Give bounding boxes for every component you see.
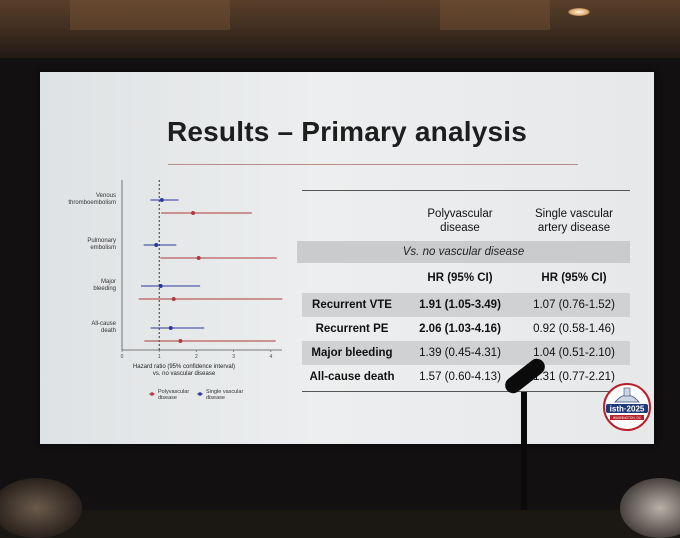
table-top-rule [302,190,630,191]
hr-point [159,198,164,202]
slide-title: Results – Primary analysis [166,116,528,147]
hr-point [178,339,183,343]
header-polyvascular-line1: Polyvascular [427,208,493,220]
header-polyvascular: Polyvascular disease [402,207,518,235]
metric-single: HR (95% CI) [541,272,607,284]
hr-point [191,211,196,215]
ceiling [0,0,680,58]
hr-point [168,326,173,330]
x-tick-label: 1 [158,354,161,360]
row-single-value: 1.07 (0.76-1.52) [533,299,615,311]
x-tick-label: 4 [269,354,272,360]
microphone-stand [521,392,527,510]
hr-point [196,256,201,260]
legend-label: disease [158,395,177,401]
table-header-row: Polyvascular disease Single vascular art… [302,201,630,241]
subheader-row: Vs. no vascular disease [297,241,630,263]
legend-label: Single vascular [206,389,243,395]
outcome-label: All-cause [91,321,116,327]
row-label: Recurrent VTE [312,299,392,311]
outcome-label: embolism [90,245,116,251]
hr-point [154,243,159,247]
table-row: Recurrent VTE 1.91 (1.05-3.49) 1.07 (0.7… [302,293,630,317]
hr-point [158,284,163,288]
logo-banner: WASHINGTON, DC [613,416,642,420]
legend-label: disease [206,395,225,401]
header-polyvascular-line2: disease [440,222,480,234]
subheader-text: Vs. no vascular disease [402,246,525,258]
outcome-label: Major [101,279,116,285]
x-axis-label: Hazard ratio (95% confidence interval) [133,364,235,370]
row-label: Major bleeding [311,347,393,359]
table-bottom-rule [302,391,630,392]
results-table: Polyvascular disease Single vascular art… [297,190,630,392]
title-divider [168,164,578,165]
metric-poly: HR (95% CI) [427,272,493,284]
x-axis-label: vs. no vascular disease [153,371,216,377]
row-label: Recurrent PE [315,323,389,335]
legend-label: Polyvascular [158,389,189,395]
ceiling-light [568,8,590,16]
ceiling-panel [70,0,230,30]
row-single-value: 1.31 (0.77-2.21) [533,371,615,383]
audience-head [0,478,82,538]
table-row: Major bleeding 1.39 (0.45-4.31) 1.04 (0.… [302,341,630,365]
row-poly-value: 1.57 (0.60-4.13) [419,371,501,383]
header-single: Single vascular artery disease [518,207,630,235]
table-row: Recurrent PE 2.06 (1.03-4.16) 0.92 (0.58… [302,317,630,341]
projection-screen: Results – Primary analysis 0 1 2 3 4 Hazard r… [40,72,654,444]
row-poly-value: 1.39 (0.45-4.31) [419,347,501,359]
isth-2025-logo: isth·2025 WASHINGTON, DC [603,383,651,431]
logo-text: isth·2025 [610,405,645,414]
outcome-label: death [101,328,116,334]
row-single-value: 1.04 (0.51-2.10) [533,347,615,359]
ceiling-panel [440,0,550,30]
hr-point [171,297,176,301]
row-poly-value: 1.91 (1.05-3.49) [419,299,501,311]
header-single-line2: artery disease [537,222,611,234]
x-tick-label: 3 [232,354,235,360]
x-tick-label: 0 [121,354,124,360]
outcome-label: bleeding [93,286,116,292]
outcome-label: thromboembolism [68,200,116,206]
forest-plot: 0 1 2 3 4 Hazard ratio (95% confidence interv… [68,180,283,401]
outcome-label: Pulmonary [87,238,116,244]
metric-row: HR (95% CI) HR (95% CI) [302,263,630,293]
row-poly-value: 2.06 (1.03-4.16) [419,323,501,335]
outcome-label: Venous [96,193,116,199]
row-single-value: 0.92 (0.58-1.46) [533,323,615,335]
table-row: All-cause death 1.57 (0.60-4.13) 1.31 (0… [302,365,630,389]
row-label: All-cause death [309,371,395,383]
x-tick-label: 2 [195,354,198,360]
header-single-line1: Single vascular [535,208,613,220]
